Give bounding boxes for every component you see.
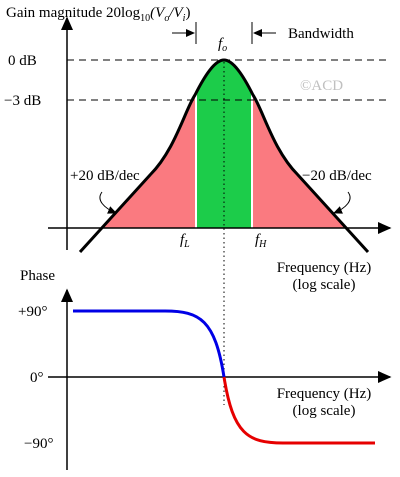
slope-arrow — [99, 191, 117, 214]
phase-curve-negative — [222, 376, 375, 445]
gain-curve — [78, 58, 370, 254]
fo-label: fo — [218, 36, 227, 54]
gain-plot: Gain magnitude 20log10(Vo/Vi) 0 dB −3 dB… — [4, 5, 392, 405]
phase-plot: Phase +90° 0° −90° Frequency (Hz) (log s… — [18, 268, 392, 470]
minus3-label: −3 dB — [4, 93, 41, 109]
plus90-label: +90° — [18, 304, 47, 320]
right-slope-label: −20 dB/dec — [302, 168, 372, 184]
x-label: Frequency (Hz) — [277, 260, 372, 276]
x-label: Frequency (Hz) — [277, 386, 372, 402]
copyright: ©ACD — [300, 78, 343, 94]
slope-arrow — [333, 191, 351, 214]
bandwidth-label: Bandwidth — [288, 26, 354, 42]
phase-curve-positive — [73, 309, 226, 378]
minus90-label: −90° — [24, 436, 53, 452]
fl-label: fL — [180, 232, 190, 250]
gain-title: Gain magnitude 20log10(Vo/Vi) — [6, 5, 190, 24]
x-label: (log scale) — [293, 277, 356, 293]
phase-title: Phase — [20, 268, 55, 284]
zero-label: 0° — [30, 370, 44, 386]
left-slope-label: +20 dB/dec — [70, 168, 140, 184]
zero-db-label: 0 dB — [8, 53, 37, 69]
fh-label: fH — [255, 232, 267, 250]
x-label: (log scale) — [293, 403, 356, 419]
